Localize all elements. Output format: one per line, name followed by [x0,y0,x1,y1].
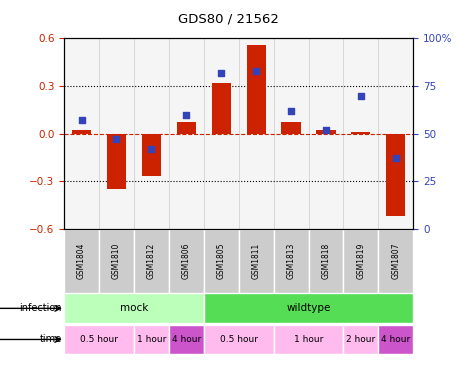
Text: GSM1807: GSM1807 [391,243,400,279]
Point [252,68,260,74]
Bar [204,325,274,354]
Text: GSM1818: GSM1818 [322,243,331,279]
Point [322,127,330,133]
Text: infection: infection [19,303,62,313]
Bar [343,325,379,354]
Bar [386,134,405,216]
Text: 0.5 hour: 0.5 hour [219,335,257,344]
Text: mock: mock [120,303,148,313]
Text: 1 hour: 1 hour [137,335,166,344]
Bar [238,229,274,293]
Text: GSM1806: GSM1806 [182,243,191,279]
Text: GSM1811: GSM1811 [252,243,261,279]
Point [78,117,86,123]
Bar [204,229,238,293]
Point [113,137,120,142]
Bar [64,325,134,354]
Text: GSM1810: GSM1810 [112,243,121,279]
Bar [212,83,231,134]
Text: GSM1804: GSM1804 [77,243,86,279]
Text: GDS80 / 21562: GDS80 / 21562 [178,13,278,26]
Bar [72,130,91,134]
Bar [352,132,370,134]
Text: time: time [39,335,62,344]
Text: GSM1819: GSM1819 [356,243,365,279]
Bar [343,229,379,293]
Bar [177,123,196,134]
Point [392,156,399,161]
Text: GSM1805: GSM1805 [217,243,226,279]
Bar [379,229,413,293]
Bar [107,134,126,189]
Text: wildtype: wildtype [286,303,331,313]
Text: 4 hour: 4 hour [171,335,201,344]
Point [287,108,295,114]
Point [182,112,190,117]
Bar [99,229,134,293]
Text: 4 hour: 4 hour [381,335,410,344]
Bar [64,294,204,323]
Bar [134,229,169,293]
Bar [316,130,335,134]
Bar [247,45,266,134]
Bar [142,134,161,176]
Bar [169,229,204,293]
Text: 2 hour: 2 hour [346,335,376,344]
Point [148,146,155,152]
Bar [274,229,309,293]
Bar [204,294,413,323]
Point [218,70,225,76]
Bar [282,123,301,134]
Bar [134,325,169,354]
Bar [379,325,413,354]
Text: 1 hour: 1 hour [294,335,323,344]
Bar [169,325,204,354]
Text: 0.5 hour: 0.5 hour [80,335,118,344]
Bar [309,229,343,293]
Text: GSM1812: GSM1812 [147,243,156,279]
Point [357,93,365,98]
Text: GSM1813: GSM1813 [286,243,295,279]
Bar [64,229,99,293]
Bar [274,325,343,354]
